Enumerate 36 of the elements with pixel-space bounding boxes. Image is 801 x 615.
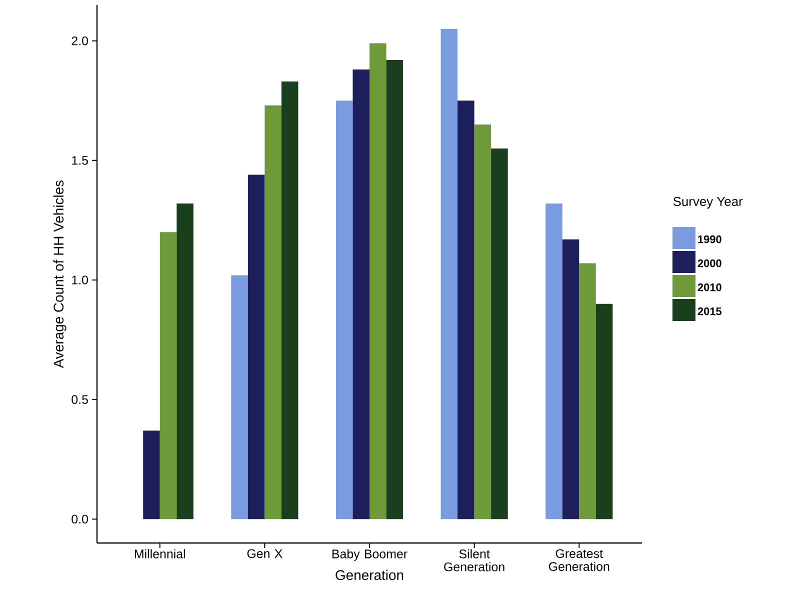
y-axis-title: Average Count of HH Vehicles [53, 180, 66, 368]
bar [352, 70, 370, 520]
legend-label: 1990 [698, 235, 722, 244]
bar [596, 304, 613, 520]
y-tick-label: 0.5 [72, 395, 88, 404]
bar [440, 28, 458, 520]
legend-title: Survey Year [673, 196, 743, 209]
bar [579, 263, 596, 520]
bar [562, 239, 580, 520]
x-axis-title: Generation [336, 570, 404, 580]
x-tick-label: Gen X [247, 549, 282, 558]
x-tick-label: Silent Generation [444, 549, 504, 572]
bar [370, 43, 386, 520]
y-tick-label: 2.0 [72, 36, 88, 46]
bar [264, 105, 282, 520]
x-tick-label: Greatest Generation [548, 549, 610, 571]
bar [281, 82, 298, 520]
bar [458, 100, 474, 520]
y-tick-label: 1.5 [72, 156, 88, 165]
bar [231, 275, 248, 520]
bar [143, 430, 160, 520]
bar [160, 232, 177, 520]
y-tick-label: 1.0 [72, 276, 88, 284]
bar [546, 203, 562, 520]
x-tick-label: Baby Boomer [332, 549, 408, 561]
bar [386, 60, 404, 520]
legend-label: 2015 [698, 307, 722, 316]
bar [491, 148, 508, 520]
legend-label: 2010 [698, 283, 722, 292]
bar [176, 203, 194, 520]
x-tick-label: Millennial [134, 549, 185, 558]
bar [248, 174, 265, 520]
bar [336, 100, 353, 520]
legend-label: 2000 [698, 259, 722, 268]
y-tick-label: 0.0 [72, 514, 88, 524]
bar [474, 124, 492, 520]
